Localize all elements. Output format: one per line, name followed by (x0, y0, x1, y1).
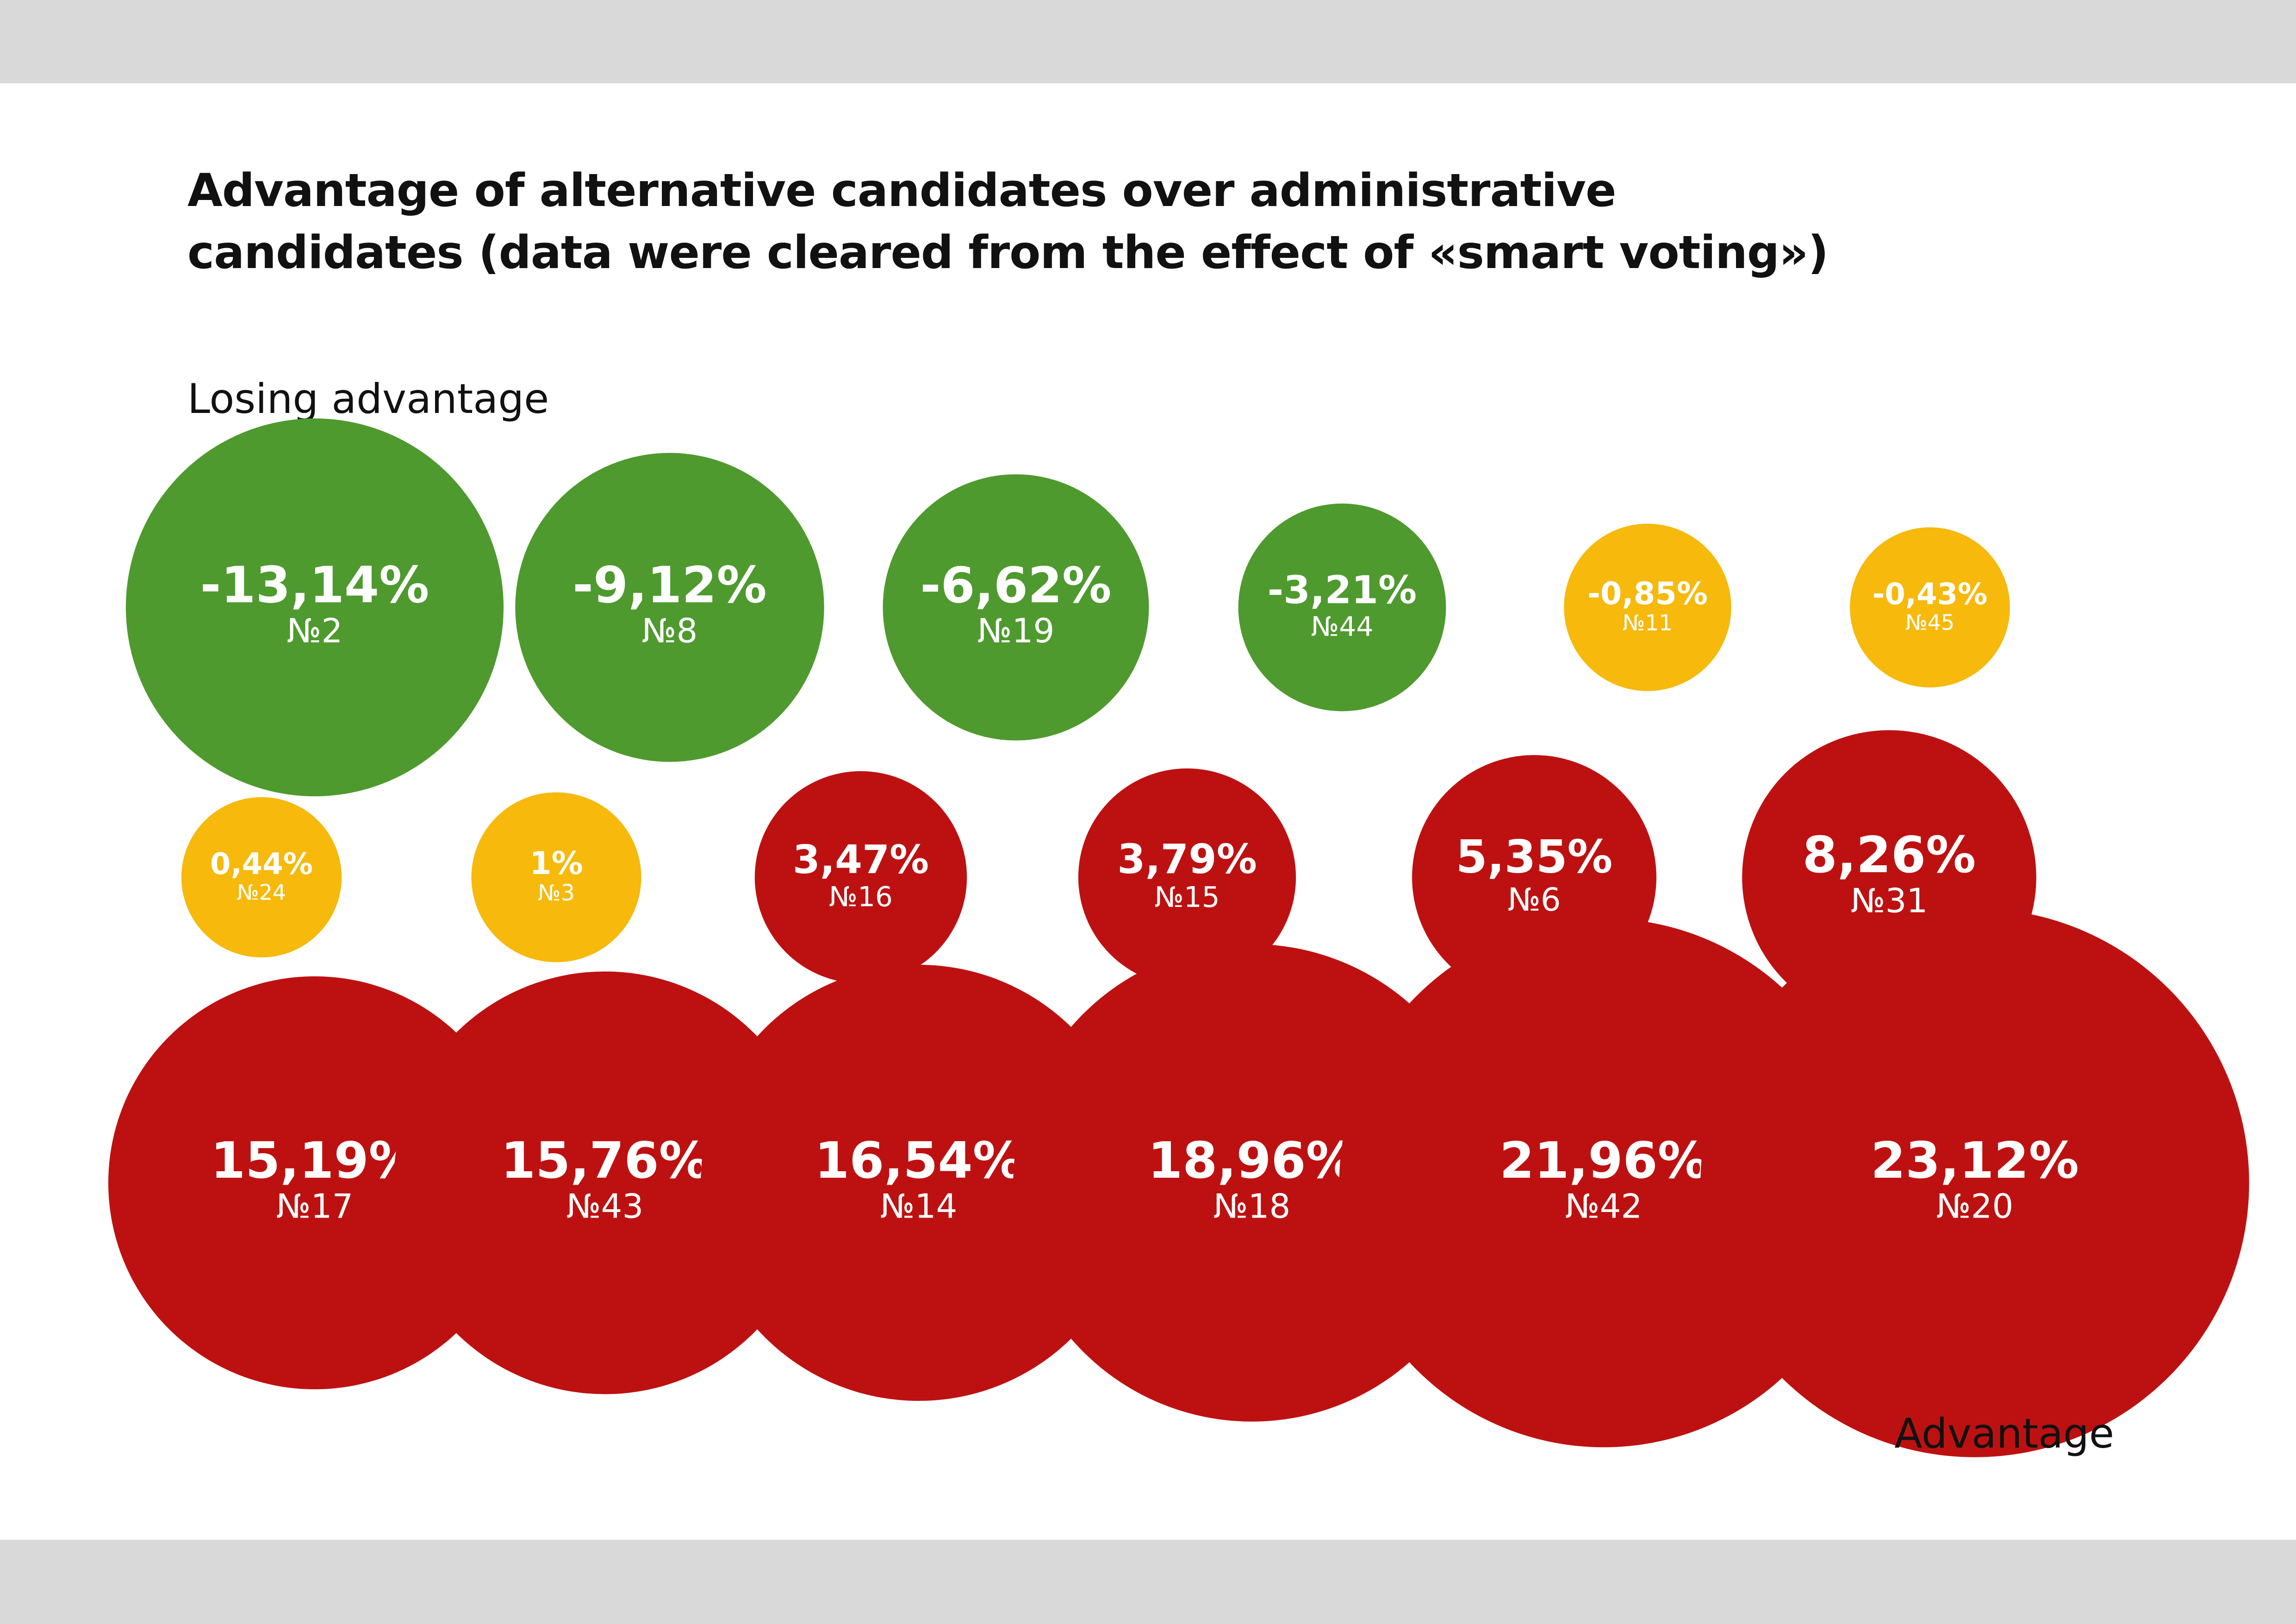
bubble-value-label: -3,21% (1268, 568, 1417, 612)
bubble-value-label: -0,43% (1873, 577, 1988, 612)
bubble-value-label: -0,85% (1587, 575, 1708, 612)
bubble-district-20: 23,12%№20 (1700, 908, 2249, 1457)
bubble-district-43: 15,76%№43 (393, 971, 816, 1394)
bubble-district-label: №20 (1936, 1187, 2014, 1226)
bubble-district-17: 15,19%№17 (108, 976, 522, 1390)
losing-advantage-note: Losing advantage (187, 375, 549, 423)
bubble-circle (393, 971, 816, 1394)
bubble-circle (108, 976, 522, 1390)
bubble-circle (471, 792, 641, 962)
bubble-value-label: 15,19% (211, 1132, 419, 1190)
chart-title: Advantage of alternative candidates over… (187, 164, 1829, 280)
bubble-district-label: №8 (642, 612, 698, 650)
top-band (0, 0, 2296, 83)
bubble-district-3: 1%№3 (471, 792, 641, 962)
bubble-value-label: 23,12% (1871, 1132, 2079, 1190)
bubble-district-label: №15 (1154, 881, 1220, 914)
bubble-value-label: 8,26% (1803, 826, 1976, 884)
bubble-circle (1078, 768, 1296, 987)
bubble-circle (125, 418, 504, 797)
bubble-circle (1238, 503, 1446, 712)
bubble-district-label: №24 (237, 880, 286, 905)
bubble-circle (1700, 908, 2249, 1457)
advantage-note: Advantage (1894, 1410, 2114, 1457)
bubble-value-label: 18,96% (1148, 1132, 1356, 1190)
bubble-circle (701, 965, 1137, 1401)
bubble-district-45: -0,43%№45 (1850, 527, 2010, 687)
bubble-district-label: №11 (1623, 610, 1673, 636)
bubble-circle (1850, 527, 2010, 687)
bubble-circle (1564, 524, 1731, 691)
bubble-district-2: -13,14%№2 (125, 418, 504, 797)
bubble-district-label: №31 (1851, 881, 1928, 920)
bubble-district-label: №16 (829, 881, 893, 913)
bubble-district-label: №18 (1213, 1187, 1291, 1226)
bubble-district-14: 16,54%№14 (701, 965, 1137, 1401)
bubble-value-label: -9,12% (572, 556, 767, 614)
bubble-circle (883, 474, 1149, 741)
bubble-value-label: 3,47% (793, 837, 929, 882)
bubble-circle (515, 453, 824, 762)
bubble-district-label: №6 (1507, 881, 1561, 918)
bottom-band (0, 1540, 2296, 1624)
bubble-district-24: 0,44%№24 (181, 797, 342, 958)
bubble-district-label: №2 (287, 612, 343, 650)
bubble-district-label: №3 (538, 881, 575, 906)
bubble-circle (754, 771, 967, 984)
bubble-district-label: №19 (977, 612, 1055, 650)
bubble-district-label: №42 (1565, 1187, 1643, 1226)
bubble-district-label: №45 (1905, 610, 1954, 635)
bubble-district-15: 3,79%№15 (1078, 768, 1296, 987)
bubble-district-label: №44 (1311, 611, 1374, 642)
bubble-value-label: 15,76% (501, 1132, 709, 1190)
bubble-district-44: -3,21%№44 (1238, 503, 1446, 712)
bubble-value-label: 21,96% (1500, 1132, 1708, 1190)
bubble-district-16: 3,47%№16 (754, 771, 967, 984)
bubble-district-label: №14 (880, 1187, 958, 1226)
bubble-district-label: №43 (566, 1187, 644, 1226)
bubble-value-label: -13,14% (200, 556, 429, 614)
bubble-value-label: 0,44% (210, 847, 313, 881)
bubble-value-label: -6,62% (920, 557, 1111, 614)
bubble-district-19: -6,62%№19 (883, 474, 1149, 741)
bubble-value-label: 16,54% (815, 1132, 1023, 1190)
bubble-district-8: -9,12%№8 (515, 453, 824, 762)
bubble-value-label: 5,35% (1456, 831, 1613, 884)
bubble-circle (181, 797, 342, 958)
bubble-value-label: 1% (529, 845, 583, 882)
bubble-district-11: -0,85%№11 (1564, 524, 1731, 691)
bubble-district-label: №17 (276, 1187, 354, 1226)
bubble-value-label: 3,79% (1117, 836, 1257, 883)
